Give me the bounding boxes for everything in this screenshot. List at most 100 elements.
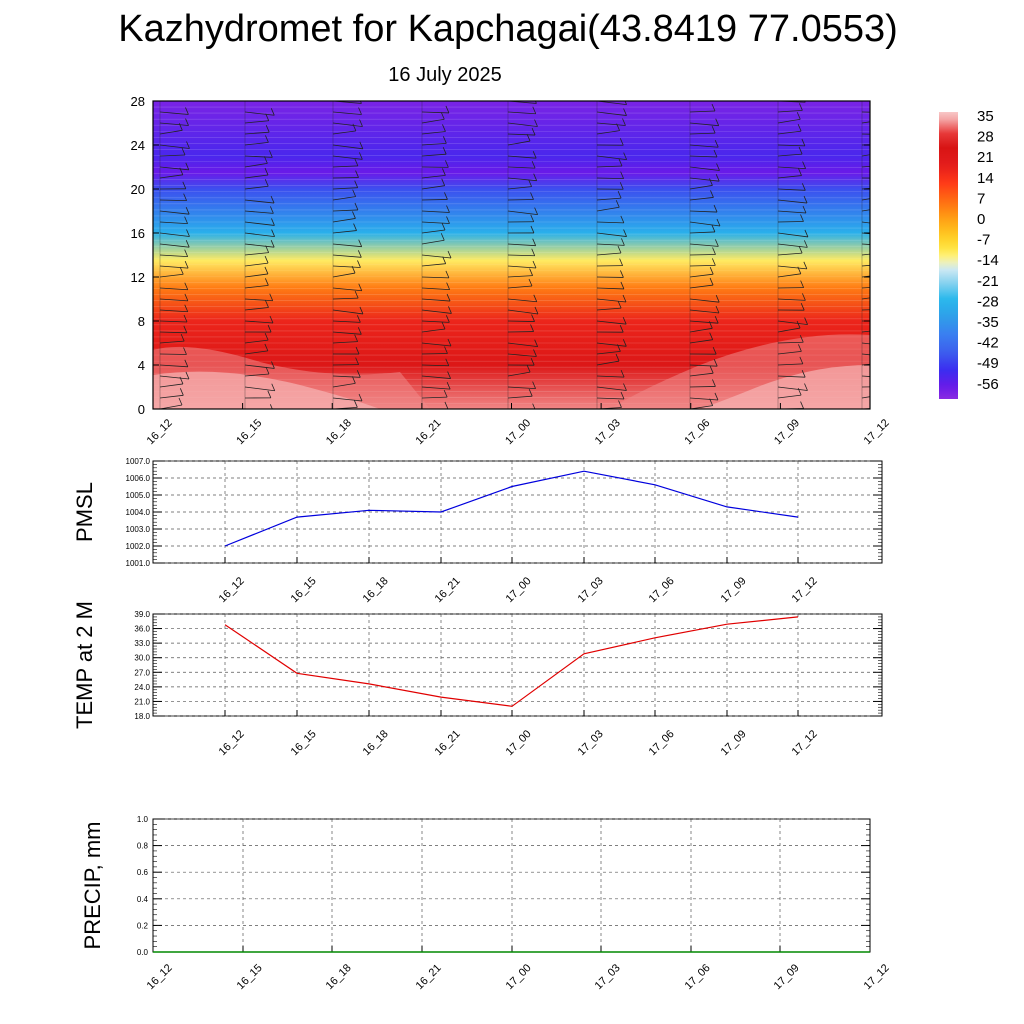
- wind-barb-feather: [269, 293, 274, 301]
- x-tick-label: 17_06: [682, 417, 712, 447]
- wind-barb-feather: [531, 160, 536, 169]
- wind-barb-feather: [355, 357, 359, 365]
- x-tick-label: 16_21: [433, 728, 463, 758]
- wind-barb-feather: [264, 255, 269, 264]
- wind-barb: [421, 320, 450, 323]
- wind-barb: [689, 231, 715, 234]
- wind-barb: [596, 177, 624, 180]
- wind-barb: [159, 232, 190, 237]
- wind-barb: [689, 210, 718, 213]
- wind-barb: [332, 254, 362, 258]
- chart-title: Kazhydromet for Kapchagai(43.8419 77.055…: [118, 8, 898, 50]
- wind-barb: [689, 273, 714, 278]
- wind-barb: [421, 342, 452, 347]
- wind-barb: [507, 166, 536, 169]
- wind-barb: [777, 265, 807, 270]
- wind-barb-feather: [357, 250, 362, 258]
- wind-barb: [689, 372, 714, 377]
- wind-barb-feather: [802, 161, 806, 169]
- x-tick-label: 17_12: [790, 575, 820, 605]
- colorbar-label: 35: [977, 108, 994, 125]
- wind-barb: [159, 174, 183, 179]
- wind-barb-feather: [442, 147, 447, 155]
- wind-barb: [507, 265, 537, 269]
- wind-barb-feather: [622, 317, 627, 325]
- colorbar: 35 28 21 14 7 0 -7 -14 -21 -28 -35 -42 -49 -56: [939, 108, 999, 399]
- wind-barb: [507, 371, 531, 377]
- wind-barb: [777, 386, 808, 391]
- wind-barb: [332, 287, 362, 292]
- wind-barb-column: [244, 101, 276, 409]
- wind-barb-feather: [618, 158, 623, 167]
- wind-barb-feather: [882, 245, 885, 252]
- wind-barb: [689, 320, 719, 324]
- wind-barb-feather: [883, 356, 886, 363]
- wind-barb-feather: [618, 400, 622, 408]
- wind-barb: [421, 221, 450, 224]
- wind-barb-feather: [711, 258, 716, 266]
- wind-barb: [777, 363, 803, 366]
- wind-barb-feather: [801, 183, 806, 191]
- wind-barb: [777, 199, 808, 204]
- wind-barb-feather: [804, 317, 808, 325]
- wind-barb-feather: [179, 267, 184, 275]
- wind-barb: [421, 263, 446, 267]
- wind-barb-feather: [354, 158, 359, 167]
- wind-barb: [244, 307, 269, 311]
- wind-barb: [421, 239, 445, 245]
- wind-barb: [596, 122, 626, 126]
- wind-barb-feather: [526, 133, 531, 142]
- wind-barb-feather: [889, 219, 892, 226]
- wind-barb-feather: [533, 294, 538, 302]
- wind-barb-feather: [269, 315, 274, 324]
- wind-barb-feather: [270, 240, 275, 248]
- x-tick-label: 17_09: [772, 962, 802, 992]
- wind-barb: [332, 297, 359, 300]
- wind-barb-feather: [358, 107, 362, 115]
- wind-barb: [332, 341, 358, 344]
- wind-barb-feather: [444, 401, 449, 409]
- wind-barb: [596, 165, 623, 168]
- colorbar-label: -28: [977, 293, 999, 310]
- wind-barb-feather: [441, 178, 446, 186]
- wind-barb-feather: [621, 238, 625, 246]
- colorbar-label: -42: [977, 335, 999, 352]
- wind-barb-feather: [885, 314, 888, 321]
- wind-barb: [861, 243, 870, 245]
- x-tick-label: 17_00: [503, 417, 533, 447]
- wind-barb: [332, 331, 362, 335]
- wind-barb-feather: [800, 401, 804, 409]
- wind-barb-feather: [265, 113, 270, 121]
- wind-barb-feather: [884, 401, 887, 408]
- wind-barb: [777, 109, 803, 113]
- wind-barb: [159, 111, 189, 115]
- wind-barb: [777, 166, 806, 169]
- wind-barb: [507, 243, 536, 247]
- wind-barb: [861, 353, 870, 356]
- wind-barb-feather: [620, 391, 625, 400]
- wind-barb: [596, 252, 622, 256]
- wind-barb: [244, 174, 269, 179]
- wind-barb: [244, 162, 268, 168]
- panel-frame: [152, 818, 871, 953]
- wind-barb: [244, 284, 269, 289]
- y-tick-label: 1007.0: [126, 457, 151, 466]
- wind-barb-feather: [804, 383, 808, 391]
- wind-barb-feather: [888, 229, 891, 236]
- wind-barb: [777, 232, 808, 238]
- wind-barb-feather: [533, 173, 538, 181]
- wind-barb-feather: [529, 268, 533, 276]
- wind-barb: [689, 185, 713, 190]
- x-tick-label: 16_12: [145, 417, 175, 447]
- wind-barb-feather: [359, 119, 363, 127]
- wind-barb: [332, 218, 356, 223]
- wind-barb-feather: [799, 356, 804, 365]
- wind-barb-feather: [713, 204, 718, 213]
- wind-barb: [332, 230, 357, 234]
- x-tick-label: 17_03: [593, 417, 623, 447]
- wind-barb: [332, 196, 356, 201]
- wind-barb: [777, 221, 804, 223]
- wind-barb-feather: [185, 207, 190, 215]
- wind-barb-feather: [359, 101, 362, 104]
- wind-barb-feather: [713, 359, 718, 367]
